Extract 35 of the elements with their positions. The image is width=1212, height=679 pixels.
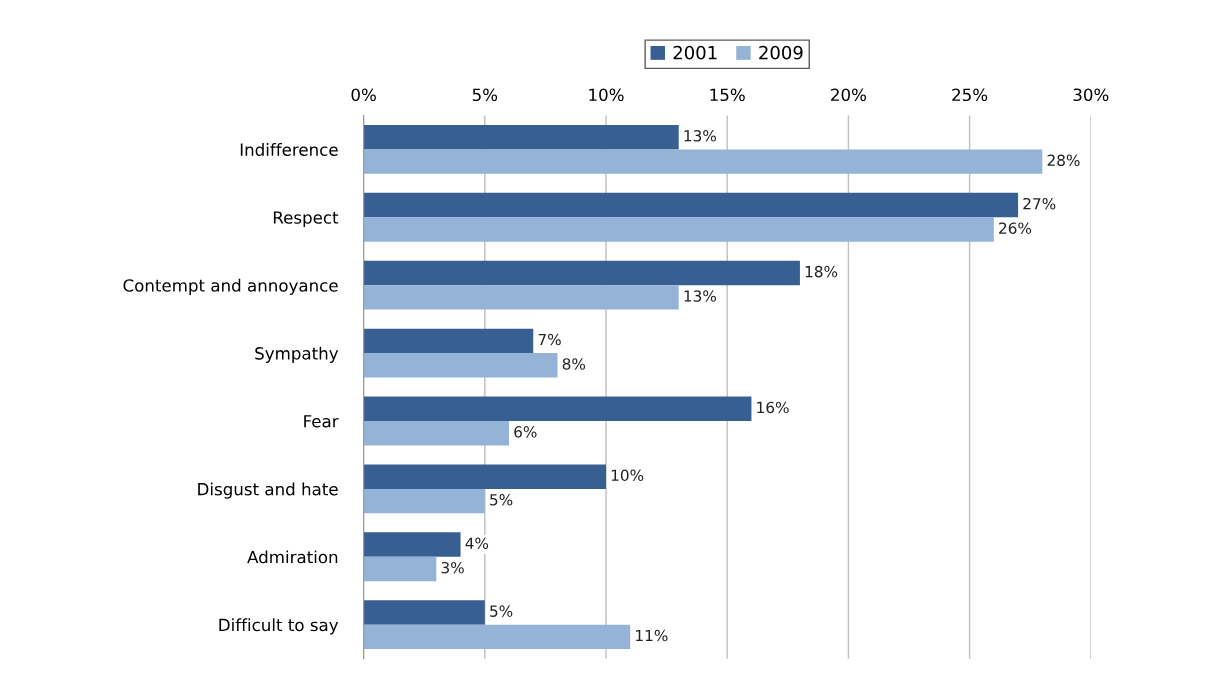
data-label: 5% (490, 605, 513, 617)
data-label: 16% (757, 401, 789, 414)
x-tick-label: 0% (351, 88, 376, 102)
data-label: 3% (441, 561, 464, 574)
y-tick-label: Fear (304, 415, 339, 428)
x-tick-label: 30% (1073, 88, 1109, 102)
x-tick-label: 5% (472, 88, 498, 102)
y-tick-label: Indifference (240, 143, 338, 156)
data-label: 10% (611, 469, 644, 482)
data-label: 7% (538, 333, 561, 346)
x-tick-label: 25% (952, 88, 988, 102)
data-label: 26% (999, 222, 1032, 234)
data-label: 6% (514, 426, 537, 438)
data-label: 13% (684, 290, 716, 302)
data-label: 8% (562, 358, 586, 370)
y-tick-label: Admiration (247, 550, 338, 564)
data-label: 28% (1047, 154, 1080, 167)
bar (363, 464, 606, 489)
y-tick-label: Disgust and hate (198, 482, 338, 499)
legend-label: 2009 (759, 45, 803, 60)
y-tick-label: Respect (273, 211, 339, 228)
legend-label: 2001 (673, 45, 717, 60)
data-label: 18% (805, 265, 838, 278)
y-tick-label: Difficult to say (219, 618, 339, 635)
x-tick-label: 20% (831, 88, 866, 102)
data-label: 27% (1023, 197, 1056, 210)
data-label: 11% (636, 629, 668, 642)
y-tick-label: Sympathy (255, 346, 339, 363)
bar (363, 532, 461, 557)
data-label: 5% (490, 493, 513, 506)
data-label: 4% (465, 537, 489, 549)
data-label: 13% (684, 130, 716, 142)
x-tick-label: 10% (589, 88, 624, 102)
y-tick-label: Contempt and annoyance (123, 278, 338, 295)
x-tick-label: 15% (710, 88, 745, 102)
